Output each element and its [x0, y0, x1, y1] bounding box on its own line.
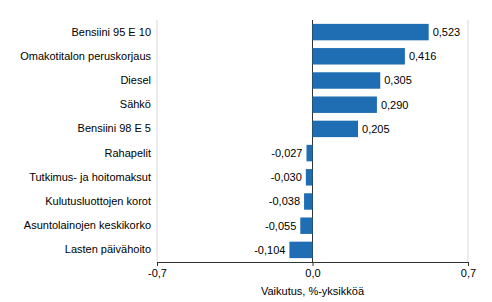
bar — [313, 24, 429, 40]
category-label: Omakotitalon peruskorjaus — [20, 50, 151, 62]
bar — [313, 72, 381, 88]
data-label: 0,416 — [409, 50, 437, 62]
grid-line — [157, 20, 158, 262]
data-label: 0,523 — [433, 26, 461, 38]
x-axis: -0,7 0,0 0,7 — [148, 262, 476, 279]
bar — [313, 121, 359, 137]
y-tick: Bensiini 98 E 5 — [78, 122, 157, 134]
y-tick: Sähkö — [120, 98, 157, 110]
category-label: Rahapelit — [105, 147, 151, 159]
y-tick: Asuntolainojen keskikorko — [24, 219, 157, 231]
y-tick: Omakotitalon peruskorjaus — [20, 50, 157, 62]
data-label: -0,027 — [271, 147, 302, 159]
grid-line — [468, 20, 469, 262]
category-label: Bensiini 98 E 5 — [78, 122, 151, 134]
x-tick-mark — [313, 262, 314, 266]
data-label: 0,290 — [381, 99, 409, 111]
y-axis: Bensiini 95 E 10 Omakotitalon peruskorjau… — [20, 26, 157, 256]
data-labels: 0,523 0,416 0,305 0,290 0,205 -0,027 -0,030 -0,… — [254, 26, 460, 256]
grid — [157, 20, 468, 262]
chart: 0,523 0,416 0,305 0,290 0,205 -0,027 -0,030 -0,… — [0, 0, 492, 302]
bar — [300, 217, 312, 233]
data-label: 0,205 — [362, 123, 390, 135]
y-tick: Lasten päivähoito — [65, 243, 157, 255]
y-tick: Tutkimus- ja hoitomaksut — [29, 171, 157, 183]
category-label: Bensiini 95 E 10 — [72, 26, 152, 38]
data-label: -0,038 — [269, 195, 300, 207]
bar — [304, 193, 312, 209]
category-label: Tutkimus- ja hoitomaksut — [29, 171, 151, 183]
bar — [307, 145, 313, 161]
x-tick-label: 0,0 — [305, 267, 320, 279]
category-label: Asuntolainojen keskikorko — [24, 219, 151, 231]
y-tick: Diesel — [120, 74, 157, 86]
x-tick: 0,0 — [305, 262, 320, 279]
bar — [289, 242, 312, 258]
data-label: -0,104 — [254, 244, 285, 256]
category-label: Sähkö — [120, 98, 151, 110]
y-tick: Bensiini 95 E 10 — [72, 26, 158, 38]
x-tick-mark — [468, 262, 469, 266]
category-label: Lasten päivähoito — [65, 243, 151, 255]
bars — [289, 24, 428, 258]
data-label: -0,055 — [265, 220, 296, 232]
x-axis-line — [158, 263, 469, 267]
category-label: Diesel — [120, 74, 151, 86]
x-tick: 0,7 — [461, 262, 476, 279]
x-axis-title: Vaikutus, %-yksikköä — [261, 285, 365, 297]
y-tick: Rahapelit — [105, 147, 157, 159]
x-tick-label: -0,7 — [148, 267, 167, 279]
x-tick-mark — [157, 262, 158, 266]
x-tick-label: 0,7 — [461, 267, 476, 279]
x-tick: -0,7 — [148, 262, 167, 279]
bar — [313, 48, 405, 64]
bar — [313, 96, 377, 112]
data-label: 0,305 — [384, 74, 412, 86]
category-label: Kulutusluottojen korot — [45, 195, 151, 207]
y-tick: Kulutusluottojen korot — [45, 195, 157, 207]
data-label: -0,030 — [271, 171, 302, 183]
bar — [306, 169, 313, 185]
